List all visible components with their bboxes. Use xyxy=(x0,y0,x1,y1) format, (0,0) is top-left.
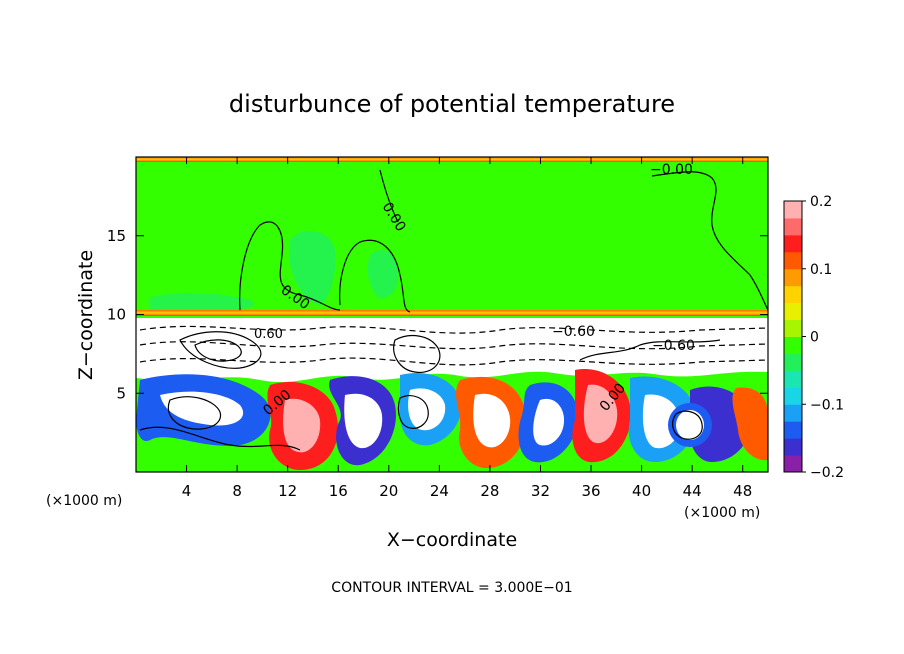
colorbar-cell xyxy=(784,336,802,354)
chart-title: disturbunce of potential temperature xyxy=(229,90,675,118)
x-tick-label: 44 xyxy=(683,482,702,500)
upper-field xyxy=(136,157,768,313)
x-tick-label: 48 xyxy=(733,482,752,500)
colorbar-cell xyxy=(784,234,802,253)
x-tick-label: 36 xyxy=(581,482,600,500)
colorbar-cell xyxy=(784,285,802,304)
teal-blob xyxy=(150,292,254,310)
y-axis: 5 10 15 xyxy=(107,227,768,402)
y-tick-label: 10 xyxy=(107,306,126,324)
colorbar-cell xyxy=(784,438,802,456)
y-axis-label: Z−coordinate xyxy=(75,250,97,380)
x-tick-label: 40 xyxy=(632,482,651,500)
colorbar-cell xyxy=(784,404,802,422)
top-boundary-strip xyxy=(136,157,768,162)
colorbar-cell xyxy=(784,370,802,388)
colorbar-cell xyxy=(784,455,802,473)
y-tick-label: 5 xyxy=(116,384,126,402)
colorbar-tick-label: −0.2 xyxy=(810,465,844,481)
colorbar-cell xyxy=(784,201,802,219)
x-axis-unit-right: (×1000 m) xyxy=(684,505,760,521)
colorbar-cell xyxy=(784,421,802,439)
white-mixed-layer xyxy=(136,318,768,383)
interface-band xyxy=(136,310,768,316)
x-tick-label: 24 xyxy=(430,482,449,500)
colorbar-tick-label: −0.1 xyxy=(810,397,844,413)
colorbar-cell xyxy=(784,319,802,337)
x-tick-label: 8 xyxy=(232,482,242,500)
colorbar-cell xyxy=(784,353,802,371)
contour-interval-note: CONTOUR INTERVAL = 3.000E−01 xyxy=(331,580,572,596)
x-tick-label: 16 xyxy=(329,482,348,500)
x-axis: 4 8 12 16 20 24 28 32 36 40 44 48 xyxy=(182,157,752,500)
colorbar-cell xyxy=(784,268,802,287)
contour-label: 0.60 xyxy=(254,327,283,342)
x-tick-label: 12 xyxy=(278,482,297,500)
x-axis-unit-left: (×1000 m) xyxy=(46,493,122,509)
x-tick-label: 20 xyxy=(379,482,398,500)
x-tick-label: 28 xyxy=(480,482,499,500)
contour-label: −0.60 xyxy=(552,324,595,340)
teal-blob xyxy=(367,250,399,299)
colorbar-tick-label: 0.2 xyxy=(810,194,832,210)
contour-label: −0.60 xyxy=(652,338,695,354)
x-tick-label: 32 xyxy=(531,482,550,500)
contour-lines xyxy=(139,169,768,451)
x-axis-label: X−coordinate xyxy=(387,529,517,551)
contour-label: −0.00 xyxy=(650,162,693,178)
colorbar-tick-label: 0.1 xyxy=(810,262,832,278)
colorbar-tick-label: 0 xyxy=(810,330,819,346)
x-tick-label: 4 xyxy=(182,482,192,500)
colorbar-cell xyxy=(784,217,802,236)
colorbar-cell xyxy=(784,302,802,321)
y-tick-label: 15 xyxy=(107,227,126,245)
colorbar-cell xyxy=(784,387,802,405)
colorbar-cell xyxy=(784,251,802,270)
plot-area: −0.00 0.00 0.00 −0.60 0.60 −0.60 0.00 0.… xyxy=(135,156,769,473)
teal-blob xyxy=(289,230,336,305)
colorbar: 0.2 0.1 0 −0.1 −0.2 xyxy=(783,194,844,481)
